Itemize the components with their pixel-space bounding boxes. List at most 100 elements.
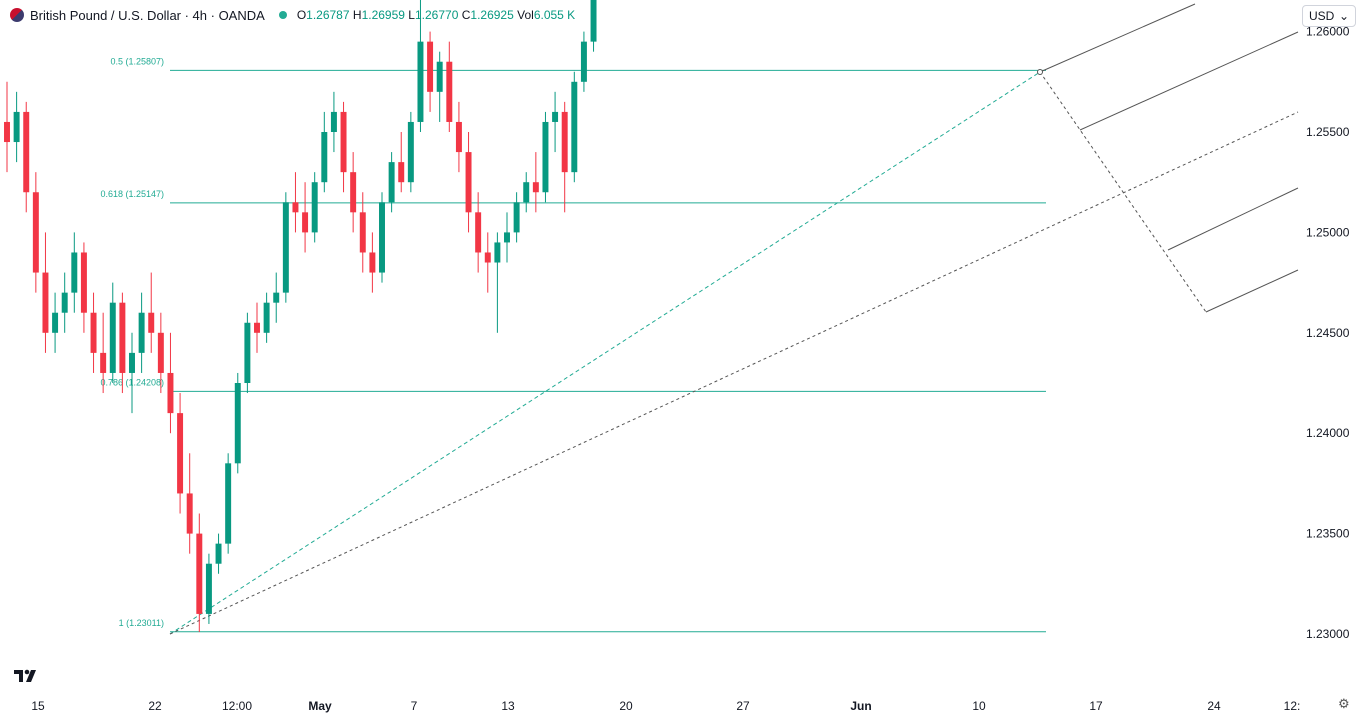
candle-body [407,121,414,183]
currency-value: USD [1309,9,1335,23]
time-tick-label: 20 [619,699,633,713]
channel-lower-line[interactable] [1205,269,1299,313]
candle-body [580,41,587,82]
trend-drawings[interactable] [0,0,1299,635]
candle-body [196,533,203,614]
candle-body [302,212,309,233]
candle-body [129,352,135,373]
time-tick-label: Jun [850,699,871,713]
candle-body [282,202,289,293]
settings-gear-icon[interactable]: ⚙ [1338,696,1350,711]
candle-body [494,242,501,263]
candle-body [32,192,39,273]
candle-body [90,312,97,353]
candle-body [446,61,453,122]
currency-flag-icon [10,8,24,22]
low-label: L [408,8,415,22]
channel-upper-line[interactable] [1167,187,1299,251]
market-status-icon [278,11,287,19]
candle-body [417,41,424,122]
candle-body [61,292,68,313]
currency-select[interactable]: USD ⌄ [1302,5,1356,27]
candle-body [340,111,347,173]
time-tick-label: 24 [1207,699,1221,713]
tradingview-logo-icon[interactable] [12,666,40,686]
fib-trend-line[interactable] [169,71,1041,635]
candle-body [109,302,116,373]
pitchfork-median-line[interactable] [169,111,1299,635]
candle-body [215,543,222,564]
candle-body [455,121,462,153]
price-tick-label: 1.24500 [1306,326,1350,340]
candle-body [561,111,568,173]
candle-body [369,252,376,273]
candle-body [225,463,232,544]
candle-body [254,322,260,333]
candle-body [350,172,357,213]
volume-value: 6.055 K [533,8,576,22]
candle-body [436,61,443,92]
pitchfork-upper-line[interactable] [1039,3,1196,73]
time-tick-label: 7 [411,699,418,713]
candle-body [148,312,155,333]
volume-label: Vol [517,8,534,22]
symbol-header: British Pound / U.S. Dollar · 4h · OANDA… [0,0,1290,30]
candle-body [52,312,59,333]
candle-body [138,312,145,353]
candles [4,0,597,632]
candle-body [244,322,251,383]
candle-body [552,111,559,122]
candle-body [100,352,107,373]
time-tick-label: 12:00 [222,699,252,713]
price-axis[interactable]: 1.290001.285001.280001.275001.270001.265… [1306,0,1350,720]
time-tick-label: May [308,699,332,713]
candle-body [542,121,549,193]
pivot-point[interactable] [1037,69,1043,75]
high-value: 1.26959 [361,8,405,22]
candle-body [119,302,126,373]
candle-body [42,272,49,333]
price-tick-label: 1.24000 [1306,426,1350,440]
candle-body [23,111,30,193]
candle-body [177,413,184,494]
time-tick-label: 22 [148,699,162,713]
ohlc-values: O1.26787 H1.26959 L1.26770 C1.26925 Vol6… [297,8,575,22]
pitchfork-upper-parallel[interactable] [1079,31,1299,131]
pitchfork-handle-line[interactable] [1039,71,1207,313]
candle-body [523,182,530,203]
candle-body [234,383,241,464]
price-tick-label: 1.25000 [1306,225,1350,239]
high-label: H [352,8,362,22]
candle-body [475,212,482,253]
symbol-title[interactable]: British Pound / U.S. Dollar · 4h · OANDA [30,7,265,23]
time-tick-label: 10 [972,699,986,713]
candle-body [513,202,520,233]
candle-body [263,302,270,333]
candle-body [13,111,20,143]
close-value: 1.26925 [470,8,514,22]
time-tick-label: 15 [31,699,45,713]
time-tick-label: 17 [1089,699,1103,713]
candle-body [388,162,395,203]
fib-level-label: 0.5 (1.25807) [110,56,164,66]
candle-body [330,111,337,132]
candle-body [398,162,405,183]
candle-body [80,252,87,313]
candle-body [321,132,328,183]
candle-body [4,121,10,143]
time-tick-label: 13 [501,699,515,713]
candle-body [186,493,193,534]
open-label: O [296,8,307,22]
candle-body [205,563,212,614]
candle-body [379,202,385,273]
candle-body [292,202,299,213]
candle-body [504,232,510,243]
chevron-down-icon: ⌄ [1338,9,1349,23]
time-axis[interactable]: 15 22 12:00 May 7 13 20 27 Jun 10 17 24 12: [31,699,1300,713]
price-tick-label: 1.26000 [1306,25,1350,39]
price-tick-label: 1.23500 [1306,527,1350,541]
open-value: 1.26787 [306,8,350,22]
time-tick-label: 12: [1284,699,1301,713]
candle-body [427,41,434,92]
